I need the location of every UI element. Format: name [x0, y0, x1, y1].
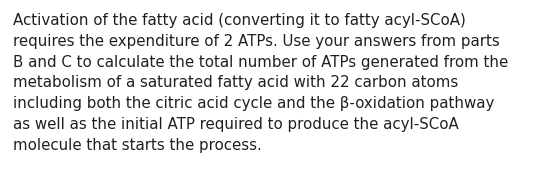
Text: Activation of the fatty acid (converting it to fatty acyl-SCoA)
requires the exp: Activation of the fatty acid (converting…	[13, 13, 508, 152]
